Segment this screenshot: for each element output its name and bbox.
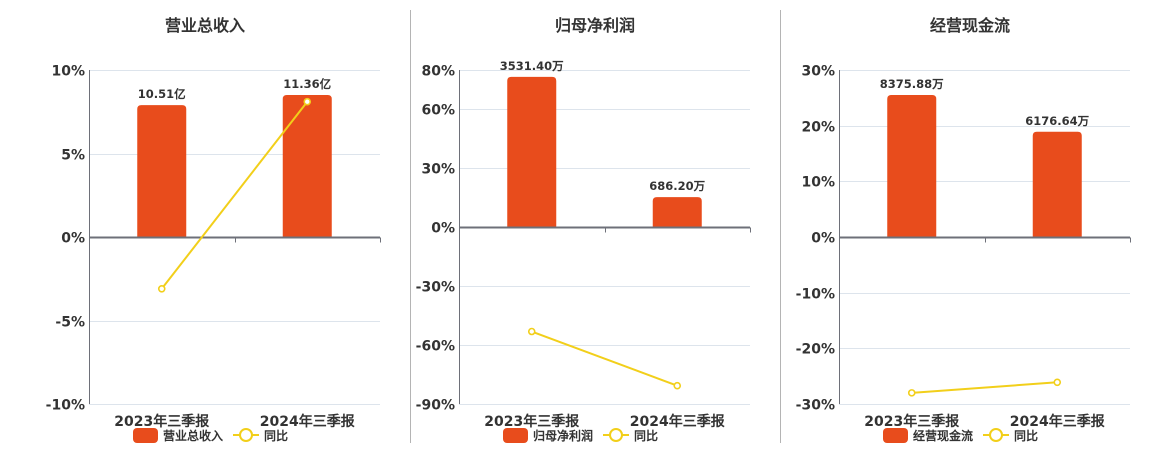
y-axis-tick-label: 10%	[51, 64, 85, 80]
y-axis-tick-label: -90%	[416, 398, 455, 414]
y-axis-tick-label: -60%	[416, 339, 455, 355]
revenue-chart: 10% 5% 0% -5% -10% 10.51亿 11.36亿 2023年三季报 2024年三…	[46, 64, 381, 430]
y-axis-tick-label: -30%	[416, 280, 455, 296]
yoy-data-point[interactable]	[1053, 378, 1062, 387]
panel-separator	[780, 10, 781, 443]
line-legend-label[interactable]: 同比	[1014, 428, 1039, 443]
bar[interactable]	[137, 105, 187, 237]
yoy-data-point[interactable]	[527, 327, 536, 336]
bar-legend-swatch-icon[interactable]	[883, 427, 908, 443]
y-axis-tick-label: 0%	[811, 231, 835, 247]
chart-title: 营业总收入	[164, 16, 245, 35]
x-axis-category-label: 2023年三季报	[114, 413, 209, 430]
x-axis-category-label: 2024年三季报	[1010, 413, 1105, 430]
bar-legend-label[interactable]: 营业总收入	[163, 428, 224, 443]
x-axis-category-label: 2023年三季报	[484, 413, 579, 430]
line-legend-label[interactable]: 同比	[264, 428, 289, 443]
yoy-data-point[interactable]	[673, 381, 682, 390]
y-axis-tick-label: -30%	[796, 398, 835, 414]
y-axis-tick-label: 30%	[801, 64, 835, 80]
bar-value-label: 8375.88万	[880, 77, 944, 91]
line-legend-circle-icon[interactable]	[233, 428, 260, 442]
bar-value-label: 10.51亿	[138, 87, 186, 101]
line-legend-label[interactable]: 同比	[634, 428, 659, 443]
x-axis-category-label: 2024年三季报	[630, 413, 725, 430]
yoy-data-point[interactable]	[907, 389, 916, 397]
bar-legend-swatch-icon[interactable]	[133, 427, 158, 443]
yoy-line	[911, 381, 1058, 394]
y-axis-tick-label: -10%	[46, 398, 85, 414]
chart-title: 归母净利润	[554, 16, 635, 35]
chart-panel-revenue: 营业总收入 10% 5% 0% -5% -10% 10.51亿 11.36亿 2023年三季报…	[0, 0, 410, 450]
line-legend-circle-icon[interactable]	[603, 428, 630, 442]
y-axis-tick-label: -20%	[796, 342, 835, 358]
bar-legend-swatch-icon[interactable]	[503, 427, 528, 443]
y-axis-tick-label: -5%	[55, 315, 85, 331]
y-axis-tick-label: 0%	[61, 231, 85, 247]
bar-legend-label[interactable]: 经营现金流	[913, 428, 974, 443]
y-axis-tick-label: 60%	[421, 103, 455, 119]
bar[interactable]	[1032, 131, 1082, 237]
y-axis-tick-label: 0%	[431, 221, 455, 237]
yoy-data-point[interactable]	[157, 284, 166, 293]
yoy-line	[160, 101, 309, 290]
chart-title: 经营现金流	[929, 16, 1010, 35]
y-axis-tick-label: 5%	[61, 148, 85, 164]
y-axis-tick-label: -10%	[796, 287, 835, 303]
yoy-line	[531, 330, 678, 387]
bar[interactable]	[282, 95, 332, 237]
bar-value-label: 3531.40万	[500, 59, 564, 73]
bar-legend-label[interactable]: 归母净利润	[533, 428, 594, 443]
panel-separator	[410, 10, 411, 443]
bar-value-label: 11.36亿	[283, 77, 331, 91]
yoy-data-point[interactable]	[303, 97, 312, 106]
x-axis-category-label: 2023年三季报	[864, 413, 959, 430]
line-legend-circle-icon[interactable]	[983, 428, 1010, 442]
y-axis-tick-label: 10%	[801, 175, 835, 191]
bar[interactable]	[507, 76, 557, 228]
chart-legend: 营业总收入 同比	[133, 426, 288, 444]
chart-legend: 经营现金流 同比	[883, 426, 1038, 444]
y-axis-tick-label: 30%	[421, 162, 455, 178]
y-axis-tick-label: 20%	[801, 120, 835, 136]
bar-value-label: 686.20万	[649, 179, 705, 193]
chart-legend: 归母净利润 同比	[503, 426, 658, 444]
y-axis-tick-label: 80%	[421, 64, 455, 80]
bar[interactable]	[887, 95, 937, 237]
bar[interactable]	[652, 197, 702, 228]
x-axis-category-label: 2024年三季报	[260, 413, 355, 430]
bar-value-label: 6176.64万	[1025, 114, 1089, 128]
